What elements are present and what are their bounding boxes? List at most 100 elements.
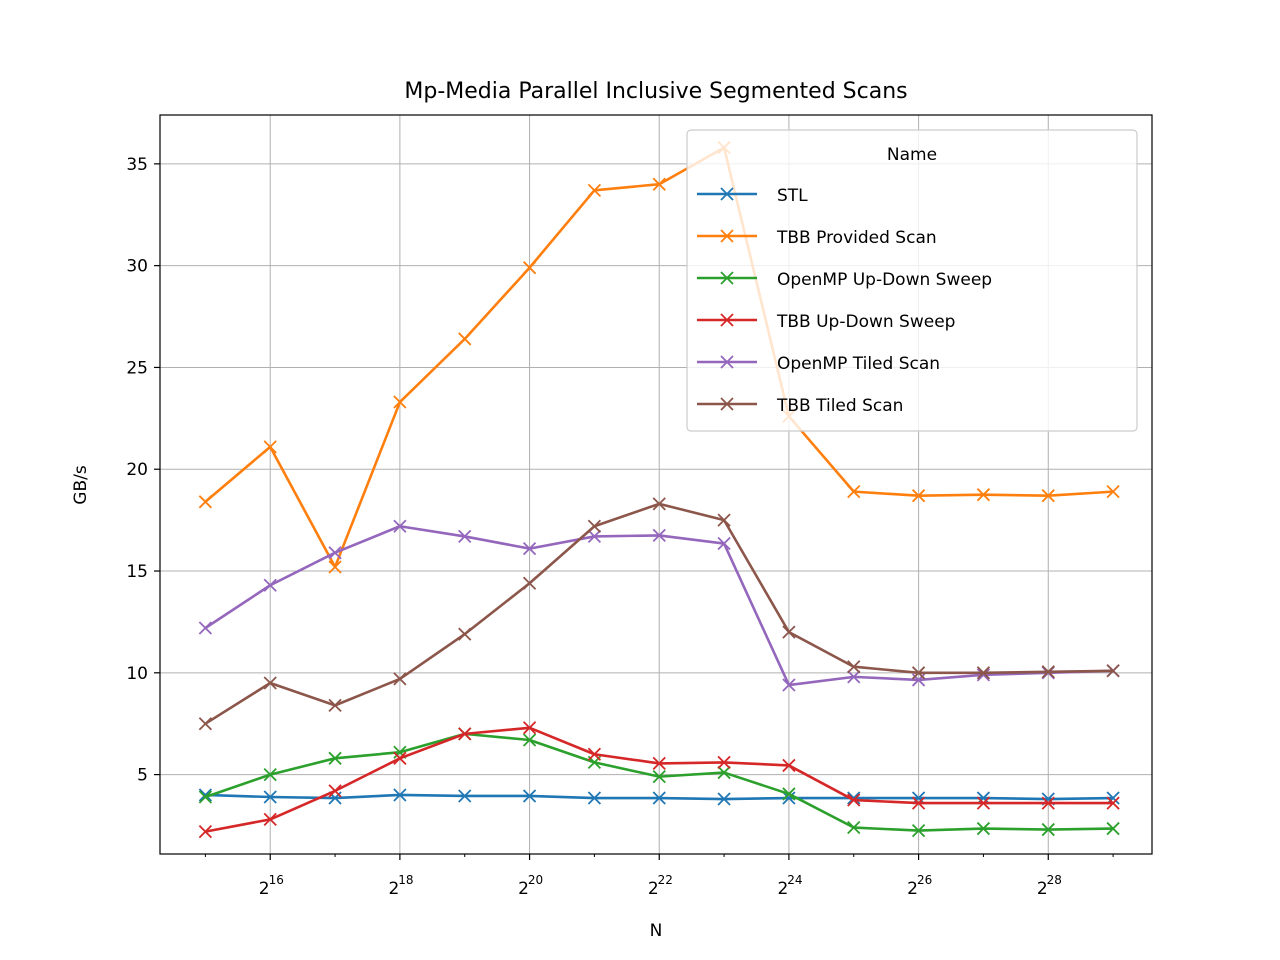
data-point-marker: [263, 767, 277, 782]
data-point-marker: [847, 484, 861, 499]
legend-entry: TBB Provided Scan: [697, 228, 937, 248]
data-point-marker: [847, 820, 861, 835]
data-point-marker: [198, 788, 213, 802]
data-point-marker: [652, 497, 666, 511]
data-point-marker: [522, 733, 537, 747]
data-point-marker: [263, 790, 277, 804]
data-point-marker: [522, 576, 537, 590]
data-point-marker: [328, 560, 342, 574]
data-point-marker: [976, 666, 991, 680]
data-point-marker: [198, 717, 213, 731]
data-point-marker: [717, 755, 731, 770]
data-point-marker: [1106, 484, 1120, 499]
data-point-marker: [847, 791, 861, 805]
data-point-marker: [911, 796, 926, 810]
legend-label: OpenMP Up-Down Sweep: [777, 270, 992, 290]
data-point-marker: [328, 751, 342, 765]
data-point-marker: [587, 747, 602, 761]
data-point-marker: [652, 528, 666, 543]
data-point-marker: [652, 770, 666, 784]
legend-box: [686, 129, 1138, 432]
data-point-marker: [587, 183, 602, 197]
data-point-marker: [782, 678, 796, 692]
data-point-marker: [198, 790, 213, 804]
y-tick-label: 15: [126, 562, 148, 582]
data-point-marker: [1106, 664, 1120, 678]
y-tick-label: 20: [126, 460, 148, 480]
data-point-marker: [847, 660, 861, 674]
legend: Name STL TBB Provided Scan OpenMP Up-Down …: [686, 129, 1138, 432]
data-point-marker: [1106, 821, 1120, 836]
x-tick-label: 2: [1037, 879, 1048, 899]
data-point-marker: [522, 541, 537, 556]
legend-label: TBB Provided Scan: [776, 228, 937, 248]
x-tick-label: 2: [648, 879, 659, 899]
x-tick-exponent: 16: [269, 873, 284, 887]
grid-layer: [160, 115, 1152, 854]
data-point-marker: [587, 519, 602, 533]
series-tbb-up-down-sweep: [198, 721, 1120, 839]
legend-swatch-marker: [720, 313, 734, 327]
data-point-marker: [782, 625, 796, 639]
y-tick-label: 5: [137, 766, 148, 786]
data-point-marker: [393, 751, 407, 765]
data-point-marker: [522, 261, 537, 275]
legend-entry: OpenMP Up-Down Sweep: [697, 270, 992, 290]
data-point-marker: [522, 721, 537, 735]
data-point-marker: [328, 698, 342, 713]
data-point-marker: [393, 672, 407, 686]
x-tick-exponent: 28: [1047, 873, 1062, 887]
legend-label: TBB Tiled Scan: [776, 396, 903, 416]
x-tick-label: 2: [259, 879, 270, 899]
legend-entry: TBB Up-Down Sweep: [697, 312, 955, 332]
data-point-marker: [1041, 665, 1055, 679]
data-point-marker: [717, 536, 731, 551]
x-tick-exponent: 20: [528, 873, 543, 887]
plot-frame: [159, 114, 1153, 855]
data-point-marker: [393, 395, 407, 409]
data-point-marker: [717, 765, 731, 780]
x-tick-exponent: 22: [658, 873, 673, 887]
legend-swatch-marker: [720, 187, 734, 201]
data-point-marker: [328, 546, 342, 560]
data-point-marker: [782, 787, 796, 801]
legend-entry: OpenMP Tiled Scan: [697, 354, 940, 374]
y-tick-label: 35: [126, 155, 148, 175]
data-point-marker: [652, 756, 666, 771]
x-tick-exponent: 26: [917, 873, 932, 887]
x-tick-exponent: 24: [787, 873, 802, 887]
data-point-marker: [263, 812, 277, 827]
data-point-marker: [717, 792, 731, 806]
data-point-marker: [263, 440, 277, 454]
legend-title: Name: [887, 145, 937, 165]
data-point-marker: [458, 727, 472, 741]
data-point-marker: [522, 789, 537, 803]
y-tick-label: 10: [126, 664, 148, 684]
data-point-marker: [976, 668, 991, 682]
legend-label: OpenMP Tiled Scan: [777, 354, 940, 374]
legend-label: TBB Up-Down Sweep: [776, 312, 955, 332]
data-point-marker: [911, 489, 926, 503]
data-point-marker: [198, 824, 213, 839]
series-openmp-up-down-sweep: [198, 727, 1120, 838]
x-tick-label: 2: [907, 879, 918, 899]
legend-swatch-marker: [720, 397, 734, 411]
data-point-marker: [263, 578, 277, 592]
x-tick-exponent: 18: [398, 873, 413, 887]
data-point-marker: [717, 513, 731, 527]
data-point-marker: [911, 823, 926, 838]
legend-swatch-marker: [720, 229, 734, 243]
data-point-marker: [458, 789, 472, 803]
data-point-marker: [976, 488, 991, 502]
data-point-marker: [198, 495, 213, 509]
data-point-marker: [1041, 489, 1055, 503]
data-point-marker: [328, 784, 342, 798]
x-tick-label: 2: [388, 879, 399, 899]
legend-items: STL TBB Provided Scan OpenMP Up-Down Sweep…: [697, 186, 992, 416]
y-tick-label: 25: [126, 358, 148, 378]
data-point-marker: [911, 666, 926, 680]
data-point-marker: [847, 670, 861, 684]
legend-label: STL: [777, 186, 808, 206]
